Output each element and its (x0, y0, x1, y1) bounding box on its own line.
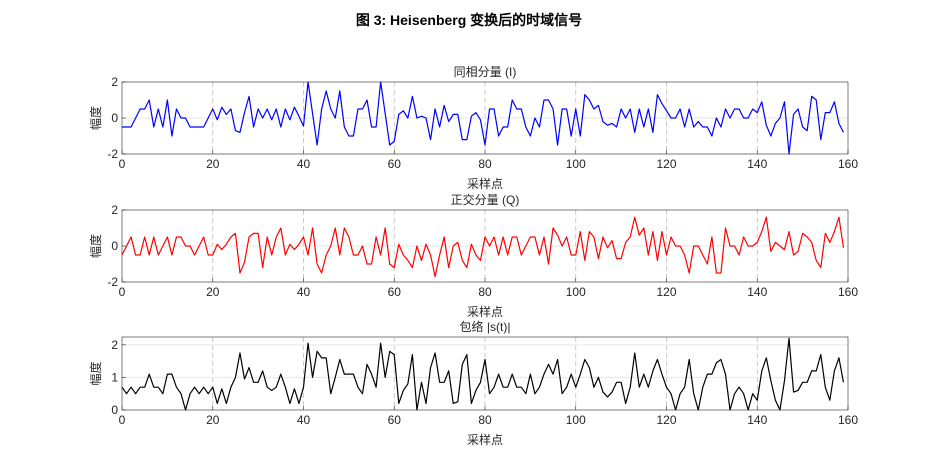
x-tick-label: 60 (388, 157, 402, 171)
y-tick-label: 1 (111, 370, 118, 384)
y-tick-label: -2 (107, 275, 118, 289)
x-tick-label: 0 (119, 413, 126, 427)
x-tick-label: 80 (478, 413, 492, 427)
x-tick-label: 0 (119, 157, 126, 171)
y-axis-label: 幅度 (88, 234, 103, 258)
y-tick-label: 2 (111, 203, 118, 217)
x-tick-label: 80 (478, 157, 492, 171)
x-tick-label: 140 (747, 413, 767, 427)
x-axis-label: 采样点 (467, 432, 503, 447)
subplot-3: 0 20 40 60 80 100 120 140 160 0 1 2 包络 |s(t)| 采样点 幅度 (88, 319, 858, 447)
x-tick-label: 20 (206, 157, 220, 171)
x-tick-label: 40 (297, 157, 311, 171)
y-tick-label: -2 (107, 147, 118, 161)
y-tick-label: 0 (111, 239, 118, 253)
x-tick-label: 60 (388, 413, 402, 427)
y-axis-label: 幅度 (88, 106, 103, 130)
x-tick-label: 160 (838, 157, 858, 171)
subplot-title: 包络 |s(t)| (460, 319, 511, 334)
x-tick-label: 140 (747, 285, 767, 299)
series-line-Q (121, 216, 845, 278)
y-tick-label: 0 (111, 111, 118, 125)
subplot-title: 同相分量 (I) (454, 65, 517, 79)
y-axis-label: 幅度 (88, 361, 103, 385)
x-tick-label: 40 (297, 413, 311, 427)
x-tick-label: 120 (656, 157, 676, 171)
x-tick-label: 100 (566, 285, 586, 299)
x-axis-label: 采样点 (467, 176, 503, 191)
subplot-title: 正交分量 (Q) (451, 192, 520, 207)
series-line-I (122, 81, 844, 155)
x-tick-label: 0 (119, 285, 126, 299)
x-tick-label: 160 (838, 413, 858, 427)
x-tick-label: 160 (838, 285, 858, 299)
x-tick-label: 100 (566, 413, 586, 427)
x-tick-label: 120 (656, 285, 676, 299)
y-tick-label: 2 (111, 338, 118, 352)
y-tick-label: 0 (111, 403, 118, 417)
x-axis-label: 采样点 (467, 304, 503, 319)
series-line-|s(t)| (121, 337, 845, 411)
y-tick-label: 2 (111, 75, 118, 89)
x-tick-label: 120 (656, 413, 676, 427)
x-tick-label: 60 (388, 285, 402, 299)
x-tick-label: 40 (297, 285, 311, 299)
x-tick-label: 140 (747, 157, 767, 171)
x-tick-label: 80 (478, 285, 492, 299)
x-tick-label: 100 (566, 157, 586, 171)
x-tick-label: 20 (206, 413, 220, 427)
figure-title: 图 3: Heisenberg 变换后的时域信号 (356, 12, 582, 28)
x-tick-label: 20 (206, 285, 220, 299)
